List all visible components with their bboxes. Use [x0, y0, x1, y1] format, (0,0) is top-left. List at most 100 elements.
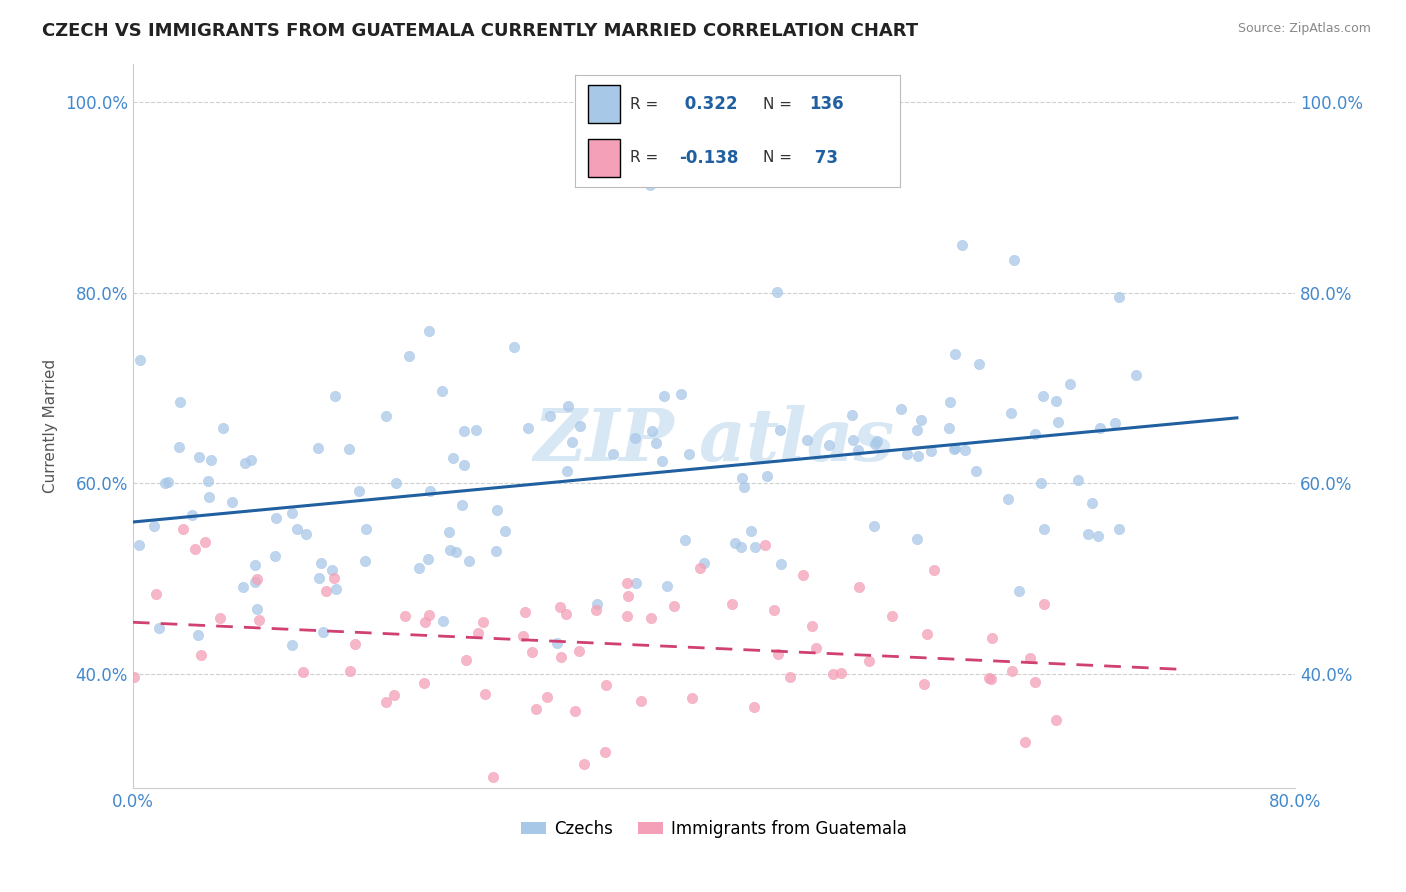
Point: [446, 544, 468, 558]
Point: [585, 597, 607, 611]
Point: [190, 648, 212, 662]
Point: [616, 608, 638, 623]
Point: [437, 524, 460, 539]
Point: [418, 324, 440, 338]
Point: [1045, 394, 1067, 409]
Point: [804, 641, 827, 656]
Point: [325, 582, 347, 596]
Point: [817, 438, 839, 452]
Point: [538, 409, 561, 423]
Point: [243, 558, 266, 572]
Point: [638, 178, 661, 192]
Point: [432, 384, 454, 398]
Point: [441, 450, 464, 465]
Point: [863, 437, 886, 451]
Point: [156, 475, 179, 489]
Point: [939, 394, 962, 409]
Point: [568, 644, 591, 658]
Point: [353, 554, 375, 568]
Point: [1104, 416, 1126, 430]
Point: [129, 352, 152, 367]
Point: [689, 561, 711, 575]
Point: [640, 611, 662, 625]
Point: [233, 456, 256, 470]
Point: [1000, 406, 1022, 420]
Point: [188, 450, 211, 464]
Point: [572, 756, 595, 771]
Point: [896, 446, 918, 460]
Point: [922, 563, 945, 577]
Point: [1108, 290, 1130, 304]
Point: [644, 436, 666, 450]
Point: [557, 400, 579, 414]
Point: [209, 610, 232, 624]
Legend: Czechs, Immigrants from Guatemala: Czechs, Immigrants from Guatemala: [515, 814, 914, 845]
Point: [681, 690, 703, 705]
Point: [651, 454, 673, 468]
Point: [842, 433, 865, 447]
Point: [264, 511, 287, 525]
Point: [1002, 252, 1025, 267]
Point: [354, 522, 377, 536]
Point: [321, 564, 343, 578]
Point: [1045, 713, 1067, 727]
Point: [569, 419, 592, 434]
Point: [375, 695, 398, 709]
Text: ZIP atlas: ZIP atlas: [533, 405, 894, 476]
Point: [920, 443, 942, 458]
Point: [744, 540, 766, 554]
Point: [375, 409, 398, 423]
Point: [122, 670, 145, 684]
Point: [486, 503, 509, 517]
Point: [1032, 389, 1054, 403]
Point: [942, 442, 965, 456]
Point: [769, 423, 792, 437]
Point: [546, 636, 568, 650]
Point: [512, 629, 534, 643]
Point: [880, 608, 903, 623]
Point: [200, 453, 222, 467]
Point: [740, 524, 762, 539]
Point: [616, 575, 638, 590]
Point: [624, 432, 647, 446]
Point: [1024, 674, 1046, 689]
Point: [866, 434, 889, 448]
Point: [439, 542, 461, 557]
Point: [419, 484, 441, 499]
Point: [385, 475, 408, 490]
Point: [172, 522, 194, 536]
Point: [243, 574, 266, 589]
Point: [311, 625, 333, 640]
Point: [755, 468, 778, 483]
Point: [912, 677, 935, 691]
Point: [416, 551, 439, 566]
Point: [692, 556, 714, 570]
Point: [474, 687, 496, 701]
Point: [907, 449, 929, 463]
Point: [1059, 376, 1081, 391]
Point: [128, 537, 150, 551]
Point: [450, 498, 472, 512]
Point: [524, 702, 547, 716]
Point: [517, 420, 540, 434]
Point: [730, 540, 752, 554]
Point: [1019, 651, 1042, 665]
Point: [641, 425, 664, 439]
Point: [980, 673, 1002, 687]
Point: [413, 615, 436, 630]
Point: [221, 495, 243, 509]
Point: [413, 676, 436, 690]
Point: [292, 665, 315, 679]
Point: [263, 549, 285, 563]
Point: [630, 694, 652, 708]
Point: [323, 571, 346, 585]
Point: [792, 568, 814, 582]
Point: [555, 464, 578, 478]
Point: [145, 587, 167, 601]
Point: [910, 413, 932, 427]
Point: [721, 598, 744, 612]
Point: [953, 442, 976, 457]
Point: [432, 614, 454, 628]
Point: [295, 527, 318, 541]
Point: [536, 690, 558, 704]
